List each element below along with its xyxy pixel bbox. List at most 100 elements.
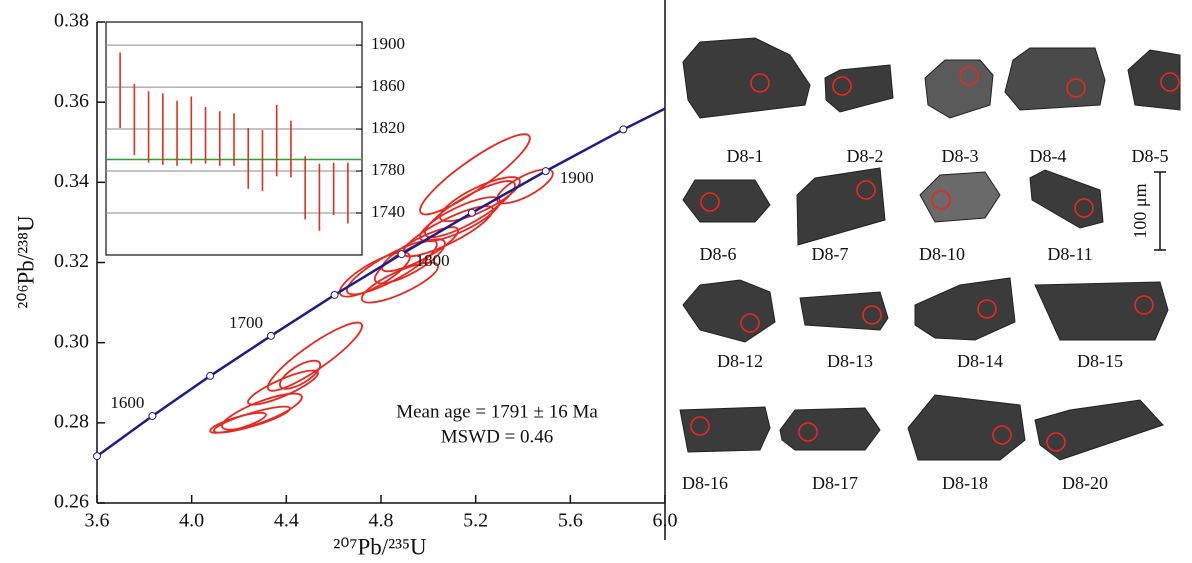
error-ellipse	[360, 261, 439, 304]
grain-image	[796, 167, 886, 246]
error-ellipse	[419, 196, 501, 243]
grain-label: D8-11	[1047, 244, 1092, 264]
analysis-spot	[1066, 78, 1086, 98]
age-marker	[330, 290, 339, 299]
error-ellipse	[209, 411, 267, 434]
grain-image	[924, 59, 994, 119]
grain-label: D8-10	[919, 244, 965, 264]
grain-image	[1004, 47, 1106, 111]
grain-image	[682, 37, 811, 119]
y-tick-label: 0.34	[54, 170, 89, 192]
error-ellipse	[266, 321, 363, 392]
y-tick-label: 1820	[371, 118, 405, 137]
grain-image	[799, 291, 889, 331]
y-tick-label: 0.36	[54, 90, 89, 112]
grain-label: D8-14	[957, 351, 1003, 371]
grain-label: D8-4	[1030, 146, 1067, 166]
age-marker	[397, 250, 406, 259]
y-axis-label: ²⁰⁶Pb/²³⁸U	[13, 215, 38, 309]
grain-label: D8-3	[942, 146, 979, 166]
age-label: 1700	[229, 313, 263, 332]
x-tick-label: 4.8	[369, 510, 394, 532]
grain-label: D8-7	[812, 244, 849, 264]
annotation: MSWD = 0.46	[441, 426, 554, 447]
analysis-spot	[690, 416, 710, 436]
error-ellipse	[279, 359, 322, 390]
grain-image	[779, 407, 881, 451]
y-tick-label: 0.30	[54, 330, 89, 352]
error-ellipse	[221, 392, 303, 431]
grain-label: D8-15	[1077, 351, 1123, 371]
analysis-spot	[959, 66, 979, 86]
grain-label: D8-17	[812, 473, 858, 493]
error-ellipse	[338, 251, 411, 298]
x-tick-label: 4.4	[274, 510, 299, 532]
age-marker	[541, 167, 550, 176]
age-marker	[206, 371, 215, 380]
grain-label: D8-12	[717, 351, 763, 371]
x-tick-label: 5.6	[558, 510, 583, 532]
grain-image	[682, 179, 771, 223]
analysis-spot	[931, 190, 951, 210]
analysis-spot	[1160, 72, 1180, 92]
analysis-spot	[1046, 432, 1066, 452]
y-tick-label: 0.28	[54, 410, 89, 432]
analysis-spot	[856, 180, 876, 200]
error-ellipse	[496, 168, 554, 205]
grain-image	[1034, 399, 1164, 461]
analysis-spot	[992, 425, 1012, 445]
grain-image	[682, 279, 776, 343]
concordia-plot: ²⁰⁷Pb/²³⁵U ²⁰⁶Pb/²³⁸U Mean age = 1791 ± …	[13, 0, 678, 559]
age-marker	[93, 452, 101, 461]
y-tick-label: 1740	[371, 202, 405, 221]
grain-image	[1034, 281, 1169, 341]
x-tick-label: 3.6	[85, 510, 110, 532]
analysis-spot	[798, 422, 818, 442]
analysis-spot	[740, 313, 760, 333]
analysis-spot	[750, 73, 770, 93]
x-axis-label: ²⁰⁷Pb/²³⁵U	[333, 534, 427, 559]
age-label: 1900	[560, 168, 594, 187]
grain-image	[907, 394, 1026, 461]
age-marker	[619, 125, 628, 134]
error-ellipse	[346, 239, 438, 296]
y-tick-label: 0.32	[54, 250, 89, 272]
grain-label: D8-5	[1132, 146, 1169, 166]
error-ellipse	[439, 176, 521, 223]
analysis-spot	[977, 299, 997, 319]
y-tick-label: 0.26	[54, 491, 89, 513]
y-tick-label: 0.38	[54, 10, 89, 32]
analysis-spot	[832, 76, 852, 96]
grain-label: D8-6	[700, 244, 737, 264]
grain-image	[1127, 49, 1181, 111]
scale-bar-label: 100 μm	[1130, 183, 1150, 238]
grain-image	[824, 64, 894, 113]
x-tick-label: 5.2	[463, 510, 488, 532]
grain-image	[1029, 169, 1104, 229]
grain-label: D8-20	[1062, 473, 1108, 493]
age-marker	[148, 412, 157, 421]
analysis-spot	[1074, 198, 1094, 218]
age-marker	[266, 331, 275, 340]
analysis-spot	[700, 192, 720, 212]
age-label: 1600	[110, 393, 144, 412]
grain-label: D8-1	[727, 146, 764, 166]
grain-images: D8-1 D8-2 D8-3 D8-4 D8-5 D8-6 D8-7 D8-10…	[679, 37, 1181, 493]
x-tick-label: 4.0	[179, 510, 204, 532]
y-tick-label: 1900	[371, 34, 405, 53]
concordia-curve	[96, 107, 666, 458]
grain-image	[679, 406, 771, 453]
inset-plot: 1740 1780 1820 1860 1900	[105, 21, 405, 256]
analysis-spot	[862, 305, 882, 325]
age-marker	[467, 208, 476, 217]
grain-label: D8-13	[827, 351, 873, 371]
error-ellipse	[419, 133, 531, 216]
age-label: 1800	[416, 251, 450, 270]
y-tick-label: 1780	[371, 160, 405, 179]
grain-label: D8-2	[847, 146, 884, 166]
error-ellipse	[247, 369, 319, 406]
y-tick-label: 1860	[371, 76, 405, 95]
analysis-spot	[1134, 295, 1154, 315]
grain-label: D8-16	[682, 473, 728, 493]
